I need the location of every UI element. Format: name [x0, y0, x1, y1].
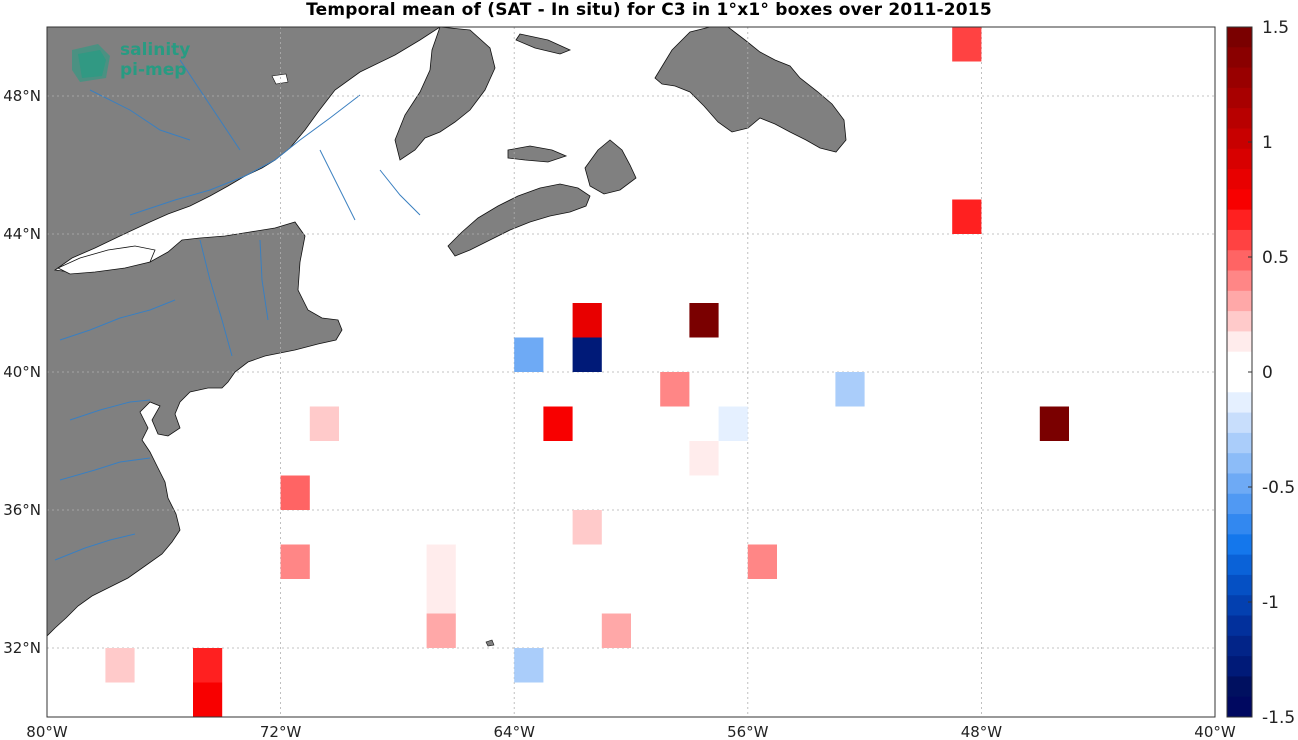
- colorbar-swatch: [1227, 615, 1252, 637]
- colorbar-tick-label: 0.5: [1262, 248, 1289, 268]
- logo-mark-icon: [72, 44, 110, 82]
- logo-text-line1: salinity: [120, 40, 191, 60]
- data-cell: [572, 510, 602, 545]
- data-cell: [952, 199, 982, 234]
- colorbar-swatch: [1227, 47, 1252, 69]
- data-cell: [572, 337, 602, 372]
- colorbar-swatch: [1227, 250, 1252, 272]
- colorbar-tick-label: -1: [1262, 593, 1279, 613]
- colorbar-tick-label: 1: [1262, 133, 1273, 153]
- x-tick-label: 56°W: [727, 723, 769, 740]
- x-tick-label: 40°W: [1194, 723, 1236, 740]
- data-cell: [193, 648, 223, 683]
- bermuda-land: [485, 639, 495, 647]
- data-cell: [572, 303, 602, 338]
- colorbar-tick-label: 0: [1262, 363, 1273, 383]
- colorbar-swatch: [1227, 432, 1252, 454]
- data-cell: [514, 648, 544, 683]
- data-cell: [1039, 406, 1069, 441]
- map-title: Temporal mean of (SAT - In situ) for C3 …: [306, 0, 992, 20]
- x-tick-label: 80°W: [26, 723, 68, 740]
- colorbar-swatch: [1227, 331, 1252, 353]
- data-cell: [514, 337, 544, 372]
- cape-breton-land: [584, 139, 637, 195]
- colorbar-swatch: [1227, 514, 1252, 535]
- colorbar-swatch: [1227, 189, 1252, 211]
- data-cell: [660, 372, 690, 407]
- data-cell: [193, 682, 223, 717]
- colorbar-swatch: [1227, 595, 1252, 617]
- y-tick-label: 44°N: [3, 225, 41, 243]
- rivers: [54, 59, 421, 561]
- data-cell: [689, 303, 719, 338]
- data-cell: [543, 406, 573, 441]
- colorbar-swatch: [1227, 290, 1252, 312]
- colorbar: 1.5 1 0.5 0 -0.5 -1 -1.5: [1226, 18, 1295, 728]
- salinity-pi-mep-logo: salinity pi-mep: [70, 40, 230, 86]
- x-tick-label: 64°W: [493, 723, 535, 740]
- colorbar-swatch: [1227, 534, 1252, 556]
- colorbar-swatch: [1227, 108, 1252, 129]
- colorbar-swatch: [1227, 656, 1252, 677]
- colorbar-swatch: [1227, 128, 1252, 150]
- colorbar-tick-label: 1.5: [1262, 18, 1289, 38]
- colorbar-swatch: [1227, 453, 1252, 474]
- colorbar-swatch: [1227, 229, 1252, 251]
- y-tick-label: 36°N: [3, 501, 41, 519]
- lake-small: [271, 73, 289, 85]
- x-tick-label: 72°W: [260, 723, 302, 740]
- y-tick-label: 32°N: [3, 639, 41, 657]
- data-cell: [105, 648, 135, 683]
- colorbar-swatch: [1227, 270, 1252, 292]
- newfoundland-land: [654, 27, 847, 153]
- colorbar-swatch: [1227, 87, 1252, 109]
- colorbar-tick-label: -0.5: [1262, 478, 1295, 498]
- data-cell: [718, 406, 748, 441]
- colorbar-swatch: [1227, 554, 1252, 576]
- data-cell: [952, 27, 982, 62]
- axis-tick-labels: 80°W 72°W 64°W 56°W 48°W 40°W 32°N 36°N 40°N 44°N…: [3, 87, 1236, 740]
- colorbar-tick-label: -1.5: [1262, 708, 1295, 728]
- colorbar-swatch: [1227, 473, 1252, 495]
- colorbar-swatch: [1227, 696, 1252, 718]
- colorbar-swatch: [1227, 311, 1252, 332]
- colorbar-swatch: [1227, 27, 1252, 48]
- colorbar-swatch: [1227, 574, 1252, 596]
- data-cell: [747, 544, 777, 579]
- data-cell: [601, 613, 631, 648]
- colorbar-swatch: [1227, 67, 1252, 89]
- data-cell: [309, 406, 339, 441]
- data-cell: [426, 544, 456, 579]
- colorbar-swatch: [1227, 372, 1252, 393]
- north-america-land: [47, 27, 441, 637]
- map-border: [46, 26, 1216, 718]
- x-tick-label: 48°W: [961, 723, 1003, 740]
- data-cell: [280, 475, 310, 510]
- colorbar-swatch: [1227, 351, 1252, 373]
- data-cell: [280, 544, 310, 579]
- data-cell: [835, 372, 865, 407]
- data-cell: [426, 613, 456, 648]
- data-cell: [689, 441, 719, 476]
- colorbar-swatch: [1227, 412, 1252, 434]
- land-layer: [47, 27, 847, 647]
- colorbar-swatch: [1227, 392, 1252, 414]
- y-tick-label: 48°N: [3, 87, 41, 105]
- anticosti-land: [515, 33, 572, 55]
- colorbar-swatch: [1227, 493, 1252, 515]
- colorbar-swatch: [1227, 169, 1252, 190]
- pei-land: [507, 145, 568, 163]
- colorbar-swatch: [1227, 148, 1252, 170]
- data-cells: [105, 27, 1069, 717]
- data-cell: [426, 579, 456, 614]
- logo-text-line2: pi-mep: [120, 60, 187, 80]
- colorbar-swatch: [1227, 209, 1252, 231]
- lake-ontario: [57, 245, 156, 275]
- y-tick-label: 40°N: [3, 363, 41, 381]
- nova-scotia-land: [447, 183, 591, 257]
- colorbar-swatch: [1227, 676, 1252, 698]
- gaspe-land: [394, 27, 496, 161]
- colorbar-swatch: [1227, 635, 1252, 657]
